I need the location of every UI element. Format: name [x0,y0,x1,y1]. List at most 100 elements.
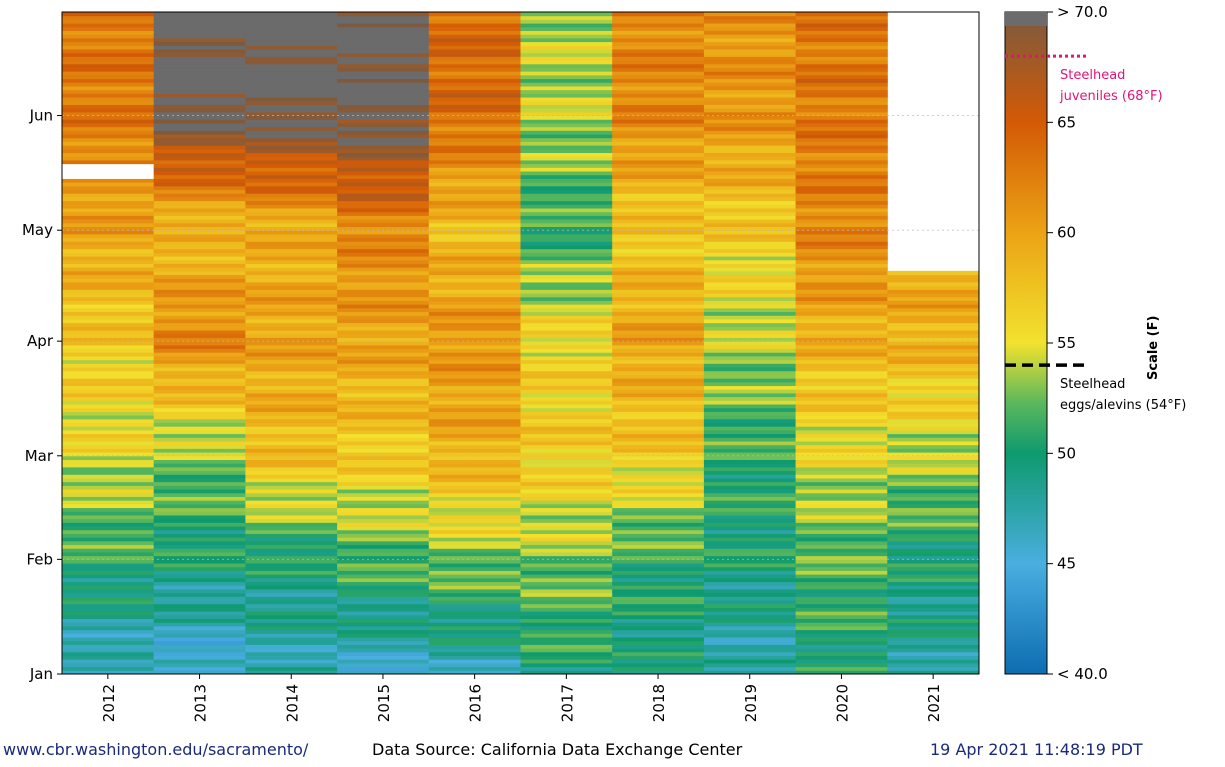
heat-cell [62,411,155,416]
heat-cell [428,426,521,431]
heat-cell [62,204,155,209]
heat-cell [887,378,980,383]
heat-cell [245,422,338,427]
heat-cell [428,130,521,135]
heat-cell [612,625,705,631]
heat-cell [428,193,521,198]
heat-cell [887,270,980,276]
heat-cell [520,259,613,264]
heat-cell [245,477,338,483]
heat-cell [703,307,797,313]
heat-cell [520,230,613,235]
heat-cell [612,289,705,294]
heat-cell [795,600,888,605]
heat-cell [337,78,430,83]
heat-cell [612,607,705,612]
colorbar-tick-label: 55 [1057,334,1076,352]
heat-cell [795,12,888,17]
heat-cell [337,163,430,168]
heat-cell [520,485,613,490]
threshold-label-line2: eggs/alevins (54°F) [1060,398,1186,413]
heat-cell [62,470,155,475]
heat-cell [520,300,613,305]
heat-cell [245,41,338,46]
heat-cell [428,115,521,120]
heat-cell [428,45,521,50]
heat-cell [703,396,797,401]
heat-cell [795,551,888,557]
heat-cell [703,281,797,287]
heat-cell [520,304,613,309]
heat-cell [795,411,888,416]
heat-cell [245,122,338,128]
heat-cell [887,503,980,509]
heat-cell [428,178,521,183]
heat-cell [153,537,246,542]
heat-cell [703,137,797,142]
heat-cell [428,537,521,542]
heat-cell [795,559,888,564]
heat-cell [520,563,613,568]
heat-cell [612,648,705,653]
heat-cell [428,171,521,176]
heat-cell [245,363,338,368]
x-tick-label: 2017 [558,684,576,722]
heat-cell [337,644,430,649]
heat-cell [337,311,430,316]
footer-url[interactable]: www.cbr.washington.edu/sacramento/ [3,740,309,759]
heat-cell [245,330,338,335]
heat-cell [62,463,155,468]
heat-cell [612,163,705,168]
heat-cell [428,433,521,438]
heat-cell [520,60,613,65]
heat-cell [703,230,797,235]
heat-cell [612,233,705,239]
heat-cell [153,289,246,294]
heat-cell [703,452,797,457]
heat-cell [520,126,613,131]
heatmap-cells [62,12,980,675]
heat-cell [795,548,888,553]
heat-cell [337,400,430,405]
heat-cell [245,592,338,597]
heat-cell [62,318,155,324]
heat-cell [795,219,888,224]
heat-cell [887,540,980,546]
heat-cell [428,67,521,72]
heat-cell [703,662,797,668]
heat-cell [62,392,155,398]
heat-cell [62,385,155,390]
heat-cell [62,48,155,54]
heat-cell [337,418,430,424]
heat-cell [62,548,155,553]
heat-cell [245,337,338,342]
heat-cell [245,322,338,327]
heat-cell [612,333,705,338]
heat-cell [245,466,338,472]
heat-cell [153,281,246,287]
heat-cell [153,407,246,412]
heat-cell [612,19,705,24]
heat-cell [245,563,338,568]
heat-cell [62,489,155,494]
heat-cell [520,204,613,209]
heat-cell [612,226,705,231]
heat-cell [428,659,521,664]
heat-cell [612,300,705,305]
heat-cell [520,208,613,213]
heat-cell [62,97,155,102]
heat-cell [795,244,888,250]
heat-cell [62,78,155,83]
heat-cell [337,274,430,279]
heat-cell [612,344,705,350]
heat-cell [337,67,430,72]
heat-cell [612,137,705,142]
heat-cell [337,341,430,346]
heat-cell [62,311,155,316]
heat-cell [153,507,246,512]
heat-cell [153,134,246,139]
heat-cell [153,596,246,601]
heat-cell [795,614,888,620]
heat-cell [795,389,888,394]
heat-cell [703,418,797,424]
